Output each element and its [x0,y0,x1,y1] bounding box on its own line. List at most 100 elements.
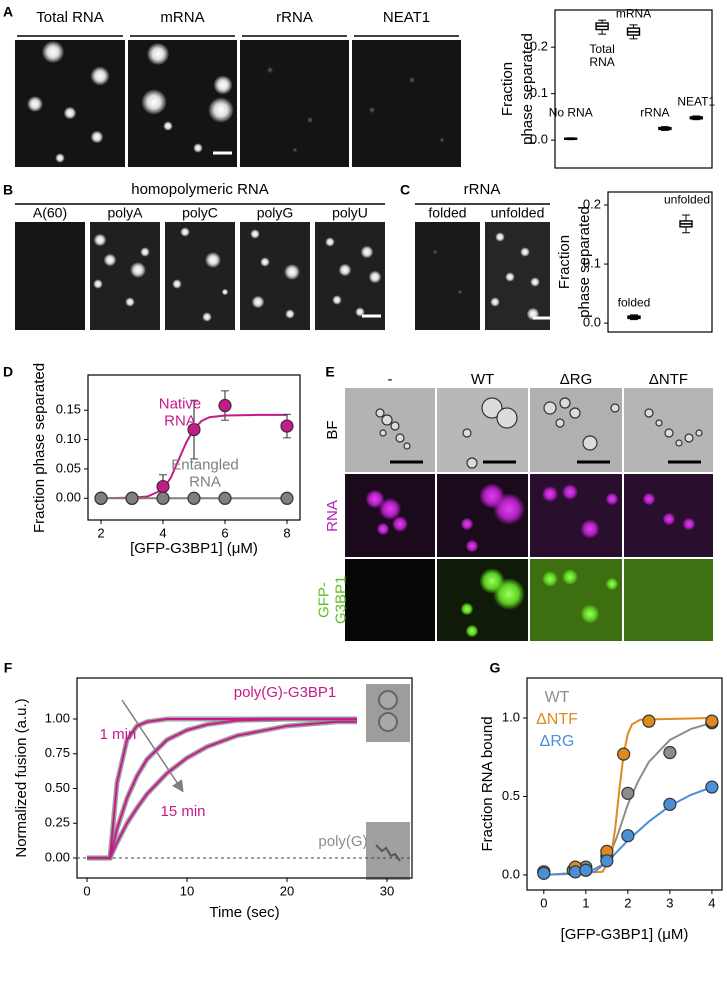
image-header: WT [470,370,495,388]
x-tick-label: 30 [380,883,394,898]
micrograph [415,222,480,330]
droplet [63,106,77,120]
droplet [375,408,385,418]
x-tick-label: 1 [582,895,589,910]
image-header: polyG [256,204,294,221]
micrograph [624,559,713,641]
data-point [642,714,656,728]
droplet [466,457,478,469]
annotation: poly(G)-G3BP1 [233,683,337,701]
droplet [251,295,265,309]
droplet [379,429,387,437]
y-tick-label: 0.5 [502,788,520,803]
micrograph [485,222,550,330]
droplet [543,401,557,415]
x-tick-label: 8 [283,525,290,540]
droplet [141,89,167,115]
image-header: A(60) [32,204,68,221]
plot-frame [554,9,713,169]
droplet [664,428,674,438]
droplet [644,408,654,418]
data-point [600,854,614,868]
droplet [395,433,405,443]
y-axis-label: phase separated [575,206,593,318]
image-header: ΔRG [559,370,593,388]
annotation: 1 min [99,725,137,743]
y-axis-label: Fraction [498,61,516,117]
droplet [376,522,390,536]
data-point [218,491,232,505]
y-tick-label: 0.50 [45,780,70,795]
droplet [505,272,515,282]
row-label: GFP-G3BP1 [315,575,350,624]
y-axis-label: Fraction RNA bound [478,716,496,852]
droplet [530,277,540,287]
annotation: Entangled RNA [171,456,239,490]
droplet [562,484,578,500]
data-point [579,863,593,877]
data-point [156,491,170,505]
droplet [392,516,408,532]
droplet [306,116,314,124]
panel-letter: B [2,181,14,198]
droplet [260,257,270,267]
image-header: mRNA [160,8,205,26]
droplet [90,130,104,144]
data-point [218,398,232,413]
row-label: BF [323,420,341,440]
data-point [617,747,631,761]
image-header: polyU [332,204,368,221]
data-point [537,866,551,880]
y-tick-label: 0.0 [502,866,520,881]
y-axis-label: Fraction [555,234,573,290]
droplet [146,42,170,66]
category-label: Total RNA [589,42,615,70]
droplet [338,263,352,277]
image-header: - [387,370,393,388]
data-point [125,491,139,505]
category-label: unfolded [664,192,711,207]
y-tick-label: 0.0 [583,315,601,330]
droplet [569,407,581,419]
x-tick-label: 0 [540,895,547,910]
droplet [493,578,525,610]
droplet [368,106,376,114]
x-tick-label: 4 [708,895,715,910]
droplet [360,245,374,259]
y-tick-label: 0.10 [56,431,81,446]
y-tick-label: 0.1 [530,85,548,100]
data-point [621,829,635,843]
droplet [163,121,173,131]
x-tick-label: 4 [159,525,166,540]
droplet [610,403,620,413]
x-tick-label: 10 [180,883,194,898]
droplet [284,264,300,280]
droplet [559,397,571,409]
droplet [41,40,65,64]
droplet [205,252,221,268]
image-header: rRNA [276,8,313,26]
droplet [202,312,212,322]
y-tick-label: 0.2 [530,39,548,54]
droplet [390,421,400,431]
droplet [378,712,398,732]
y-tick-label: 0.00 [45,849,70,864]
image-header: Total RNA [36,8,104,26]
droplet [465,539,479,553]
droplet [481,397,503,419]
category-label: mRNA [615,6,652,21]
droplet [180,227,190,237]
x-tick-label: 0 [83,883,90,898]
droplet [193,143,203,153]
droplet [368,270,382,284]
droplet [285,309,295,319]
droplet [605,577,619,591]
droplet [682,517,696,531]
droplet [460,517,474,531]
droplet [378,690,398,710]
x-axis-label: [GFP-G3BP1] (μM) [130,539,258,557]
group-header: homopolymeric RNA [131,180,269,198]
y-tick-label: 0.75 [45,745,70,760]
